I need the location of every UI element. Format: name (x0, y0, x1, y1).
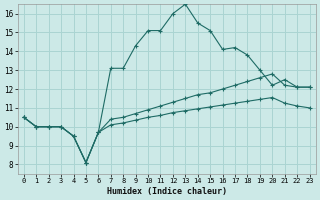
X-axis label: Humidex (Indice chaleur): Humidex (Indice chaleur) (107, 187, 227, 196)
